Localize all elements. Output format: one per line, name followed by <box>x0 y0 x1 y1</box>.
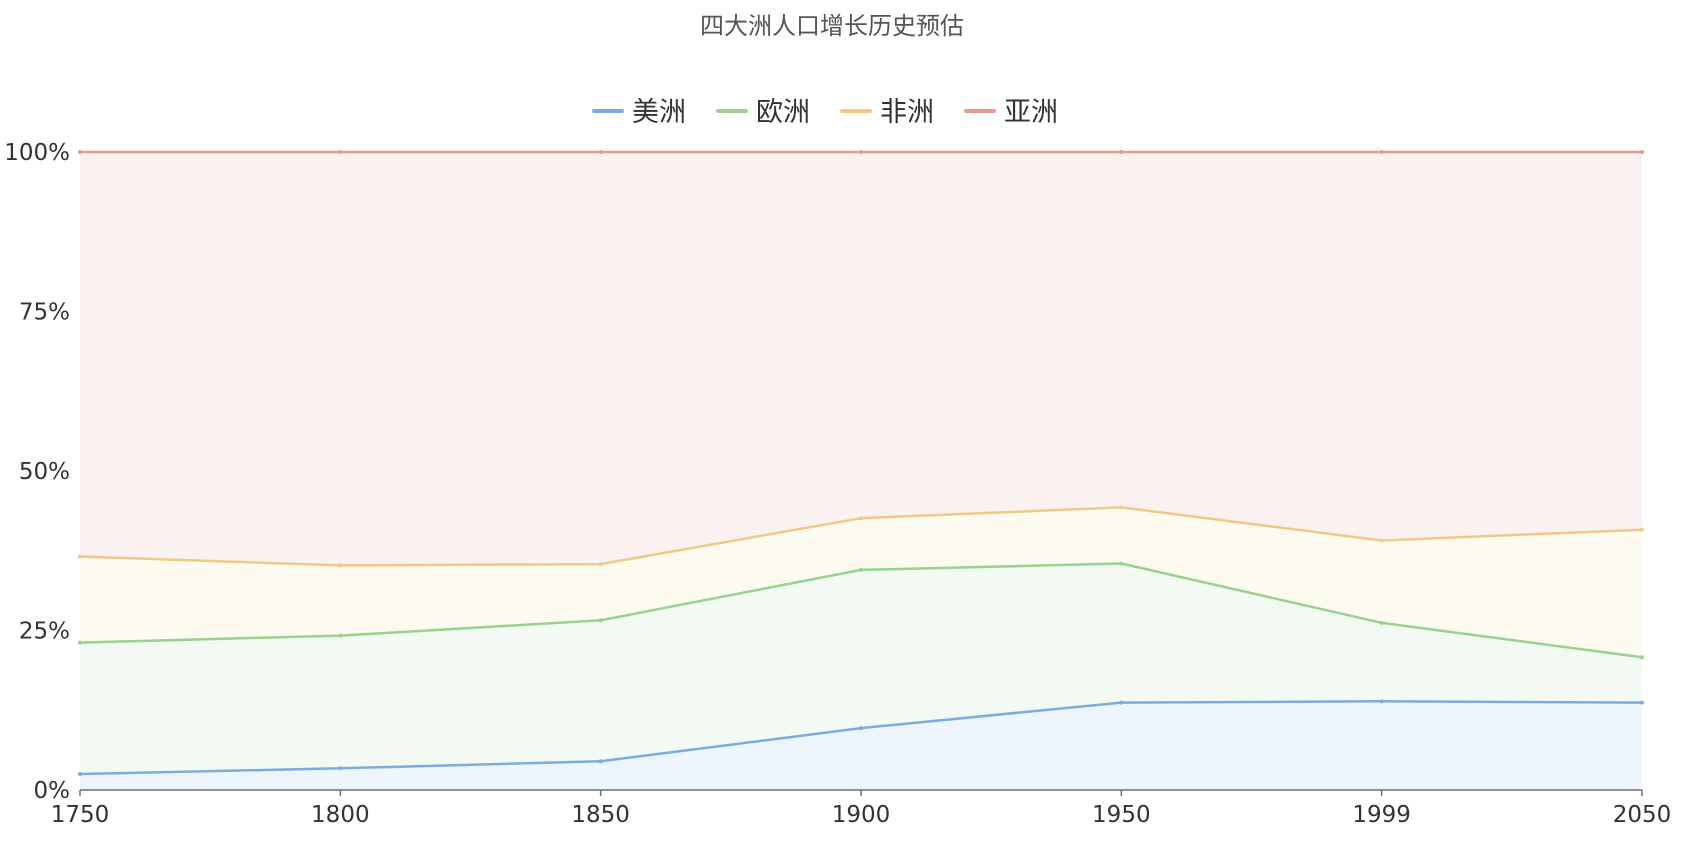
data-point <box>1640 150 1644 154</box>
data-point <box>78 150 82 154</box>
chart-title: 四大洲人口增长历史预估 <box>700 12 964 40</box>
data-point <box>859 516 863 521</box>
x-tick-label: 1999 <box>1352 802 1411 828</box>
data-point <box>338 633 343 638</box>
data-point <box>1640 655 1644 660</box>
data-point <box>1119 700 1124 705</box>
data-point <box>338 766 343 771</box>
x-tick-label: 1850 <box>571 802 630 828</box>
data-point <box>338 150 343 154</box>
data-point <box>78 554 82 559</box>
data-point <box>598 562 603 567</box>
data-point <box>598 618 603 623</box>
data-point <box>859 567 863 572</box>
area-亚洲 <box>80 152 1642 566</box>
data-point <box>598 150 603 154</box>
series-lines <box>78 150 1644 777</box>
data-point <box>598 759 603 764</box>
data-point <box>338 563 343 568</box>
legend[interactable]: 美洲 欧洲 非洲 亚洲 <box>592 97 1058 128</box>
area-欧洲 <box>80 563 1642 774</box>
y-tick-label: 25% <box>19 619 70 645</box>
legend-item-美洲[interactable]: 美洲 <box>592 97 686 128</box>
axes: 0% 25% 50% 75% 100% 1750 1800 1850 1900 1950 1999 2… <box>4 140 1671 828</box>
legend-label: 美洲 <box>632 97 686 128</box>
legend-item-非洲[interactable]: 非洲 <box>840 97 934 128</box>
area-美洲 <box>80 701 1642 790</box>
y-tick-label: 0% <box>34 778 71 804</box>
data-point <box>1119 561 1124 566</box>
x-tick-label: 1950 <box>1092 802 1151 828</box>
data-point <box>1379 699 1384 704</box>
data-point <box>1119 150 1124 154</box>
data-point <box>1640 527 1644 532</box>
data-point <box>1640 700 1644 705</box>
y-tick-label: 100% <box>4 140 70 166</box>
data-point <box>78 772 82 777</box>
data-point <box>1379 620 1384 625</box>
data-point <box>1379 150 1384 154</box>
legend-item-亚洲[interactable]: 亚洲 <box>964 97 1058 128</box>
data-point <box>859 150 863 154</box>
data-point <box>78 640 82 645</box>
area-非洲 <box>80 507 1642 658</box>
x-tick-label: 2050 <box>1613 802 1672 828</box>
y-tick-label: 75% <box>19 300 70 326</box>
x-tick-label: 1900 <box>832 802 891 828</box>
data-point <box>1119 505 1124 510</box>
data-point <box>1379 538 1384 543</box>
legend-label: 非洲 <box>880 97 934 128</box>
legend-label: 亚洲 <box>1004 97 1058 128</box>
data-point <box>859 726 863 731</box>
x-tick-label: 1800 <box>311 802 370 828</box>
legend-label: 欧洲 <box>756 97 810 128</box>
y-tick-label: 50% <box>19 459 70 485</box>
series-areas <box>80 152 1642 790</box>
x-tick-label: 1750 <box>51 802 110 828</box>
legend-item-欧洲[interactable]: 欧洲 <box>716 97 810 128</box>
